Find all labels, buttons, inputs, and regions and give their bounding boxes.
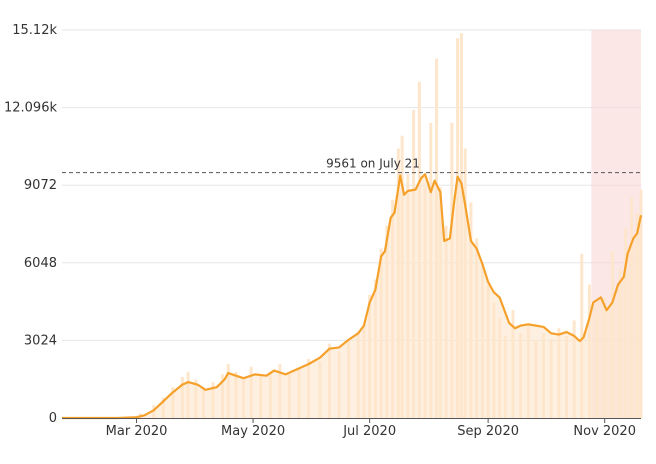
average-line — [62, 173, 643, 420]
x-tick-label: Mar 2020 — [106, 424, 168, 439]
y-tick-label: 15.12k — [12, 23, 57, 38]
daily-bar — [580, 253, 584, 418]
y-tick-label: 12.096k — [4, 101, 57, 116]
y-tick-label: 0 — [49, 411, 57, 426]
x-tick-label: Nov 2020 — [573, 424, 636, 439]
x-tick-label: Sep 2020 — [457, 424, 519, 439]
y-tick-label: 6048 — [24, 256, 57, 271]
y-tick-label: 9072 — [24, 178, 57, 193]
average-area — [62, 174, 641, 418]
x-tick-label: Jul 2020 — [342, 424, 396, 439]
reference-label: 9561 on July 21 — [326, 157, 420, 171]
y-tick-label: 3024 — [24, 333, 57, 348]
x-tick-label: May 2020 — [221, 424, 285, 439]
